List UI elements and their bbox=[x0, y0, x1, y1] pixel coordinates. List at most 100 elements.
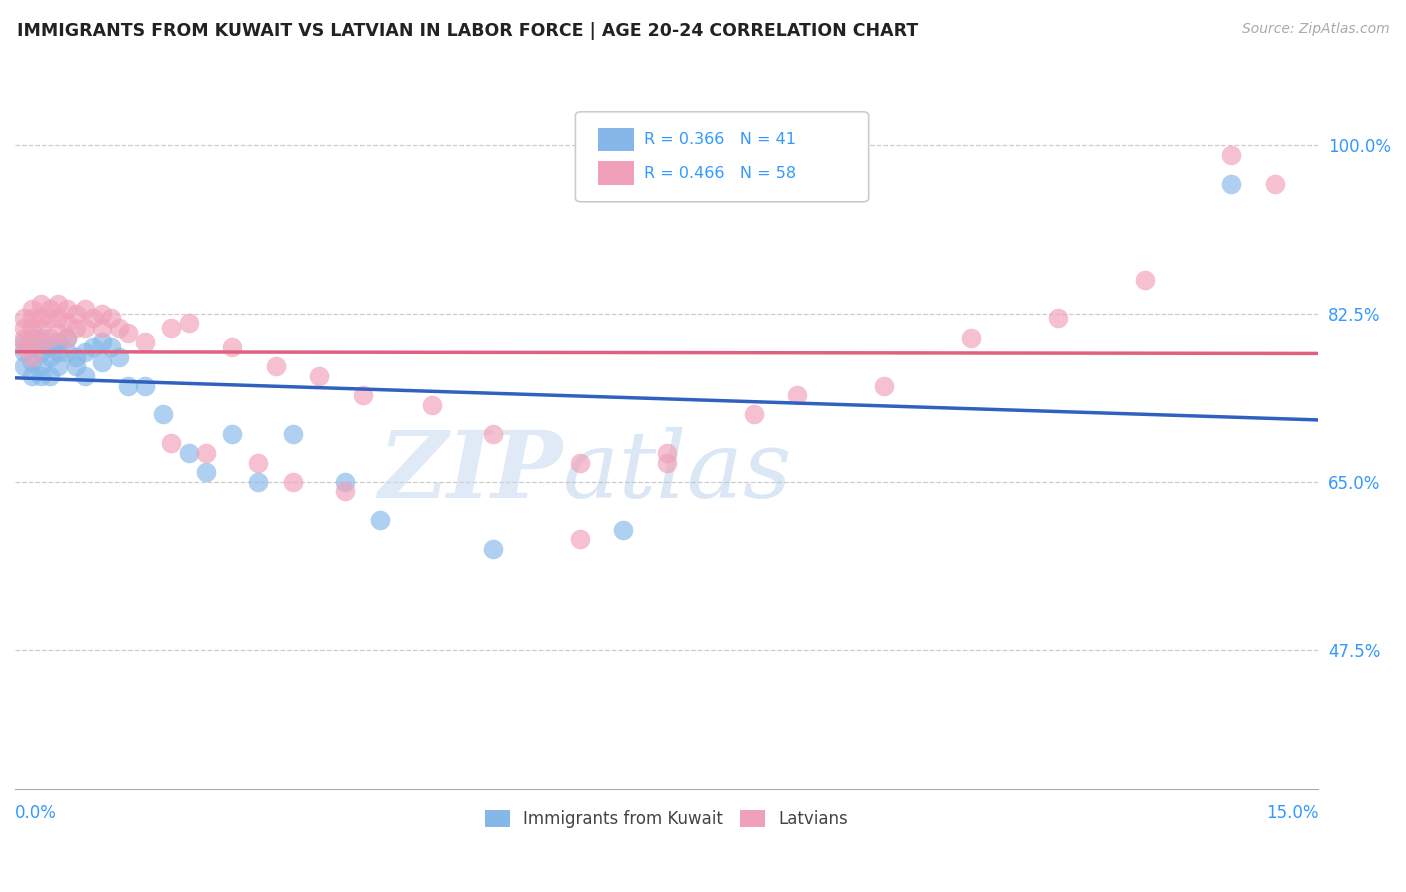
Point bbox=[21, 311, 44, 326]
Text: 15.0%: 15.0% bbox=[1265, 804, 1319, 822]
Point bbox=[56, 345, 79, 359]
Point bbox=[48, 335, 70, 350]
Text: Source: ZipAtlas.com: Source: ZipAtlas.com bbox=[1241, 22, 1389, 37]
Point bbox=[56, 330, 79, 344]
Point bbox=[742, 408, 765, 422]
Point bbox=[48, 311, 70, 326]
Point bbox=[13, 311, 35, 326]
Point bbox=[30, 335, 52, 350]
Point bbox=[13, 330, 35, 344]
Point bbox=[90, 335, 112, 350]
Text: 0.0%: 0.0% bbox=[15, 804, 56, 822]
Point bbox=[48, 359, 70, 374]
Point bbox=[30, 345, 52, 359]
Point bbox=[221, 426, 243, 441]
Point bbox=[568, 456, 591, 470]
Text: R = 0.466   N = 58: R = 0.466 N = 58 bbox=[644, 166, 797, 180]
Point bbox=[108, 321, 131, 335]
Point bbox=[1264, 177, 1286, 191]
Point bbox=[247, 456, 270, 470]
Point bbox=[30, 359, 52, 374]
Point bbox=[247, 475, 270, 489]
Bar bbox=[598, 128, 634, 152]
Point bbox=[568, 533, 591, 547]
Point bbox=[38, 311, 60, 326]
Point bbox=[73, 301, 96, 316]
Point bbox=[195, 446, 218, 460]
Point bbox=[786, 388, 808, 402]
Point bbox=[482, 541, 505, 556]
Point bbox=[873, 378, 896, 392]
Point bbox=[13, 340, 35, 354]
Point bbox=[308, 369, 330, 384]
Point bbox=[65, 359, 87, 374]
Point bbox=[13, 345, 35, 359]
Point bbox=[56, 316, 79, 330]
Point bbox=[333, 484, 356, 499]
Point bbox=[13, 335, 35, 350]
Point bbox=[82, 340, 104, 354]
Point bbox=[65, 307, 87, 321]
Point bbox=[160, 436, 183, 450]
Point bbox=[21, 330, 44, 344]
Point bbox=[21, 350, 44, 364]
Point bbox=[1220, 177, 1243, 191]
Point bbox=[90, 354, 112, 368]
Text: IMMIGRANTS FROM KUWAIT VS LATVIAN IN LABOR FORCE | AGE 20-24 CORRELATION CHART: IMMIGRANTS FROM KUWAIT VS LATVIAN IN LAB… bbox=[17, 22, 918, 40]
Point bbox=[177, 446, 200, 460]
Point bbox=[959, 330, 981, 344]
Legend: Immigrants from Kuwait, Latvians: Immigrants from Kuwait, Latvians bbox=[478, 804, 855, 835]
Point bbox=[482, 426, 505, 441]
Point bbox=[73, 369, 96, 384]
Point bbox=[56, 301, 79, 316]
Point bbox=[117, 326, 139, 340]
Point bbox=[38, 301, 60, 316]
Point bbox=[82, 311, 104, 326]
Point bbox=[90, 307, 112, 321]
Point bbox=[100, 340, 122, 354]
Point bbox=[1133, 273, 1156, 287]
Point bbox=[73, 345, 96, 359]
Point bbox=[420, 398, 443, 412]
Point bbox=[38, 369, 60, 384]
Point bbox=[21, 354, 44, 368]
Point bbox=[21, 301, 44, 316]
Point bbox=[21, 340, 44, 354]
Point bbox=[612, 523, 634, 537]
Point bbox=[352, 388, 374, 402]
Point bbox=[134, 378, 156, 392]
Point bbox=[1046, 311, 1069, 326]
Point bbox=[264, 359, 287, 374]
Point bbox=[100, 311, 122, 326]
Point bbox=[73, 321, 96, 335]
Point bbox=[38, 350, 60, 364]
Point bbox=[160, 321, 183, 335]
Point bbox=[195, 465, 218, 479]
FancyBboxPatch shape bbox=[575, 112, 869, 202]
Point bbox=[30, 330, 52, 344]
Point bbox=[56, 330, 79, 344]
Point bbox=[38, 340, 60, 354]
Point bbox=[21, 321, 44, 335]
Point bbox=[30, 297, 52, 311]
Point bbox=[48, 326, 70, 340]
Text: R = 0.366   N = 41: R = 0.366 N = 41 bbox=[644, 132, 796, 147]
Point bbox=[21, 369, 44, 384]
Point bbox=[281, 475, 304, 489]
Point bbox=[655, 446, 678, 460]
Point bbox=[333, 475, 356, 489]
Bar bbox=[598, 161, 634, 185]
Text: ZIP: ZIP bbox=[378, 427, 562, 517]
Point bbox=[281, 426, 304, 441]
Point bbox=[30, 321, 52, 335]
Point bbox=[48, 297, 70, 311]
Point bbox=[30, 369, 52, 384]
Point bbox=[90, 321, 112, 335]
Point bbox=[13, 359, 35, 374]
Point bbox=[177, 316, 200, 330]
Point bbox=[48, 345, 70, 359]
Point bbox=[221, 340, 243, 354]
Point bbox=[655, 456, 678, 470]
Point bbox=[21, 335, 44, 350]
Point bbox=[1220, 148, 1243, 162]
